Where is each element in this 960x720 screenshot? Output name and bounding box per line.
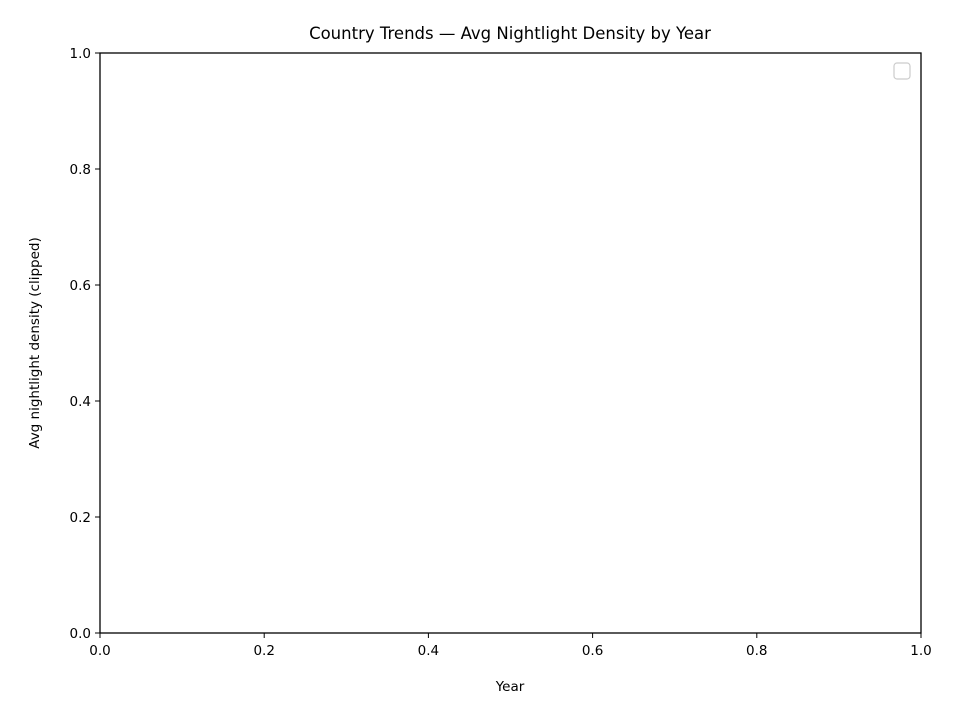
x-axis-ticks: 0.0 0.2 0.4 0.6 0.8 1.0 xyxy=(89,633,932,659)
chart-title: Country Trends — Avg Nightlight Density … xyxy=(309,24,711,43)
legend-box xyxy=(893,62,911,80)
y-tick-label: 0.8 xyxy=(70,162,91,178)
plot-frame xyxy=(99,52,922,634)
x-tick-label: 0.0 xyxy=(89,643,110,659)
y-tick-label: 0.0 xyxy=(70,626,91,642)
y-tick-label: 0.2 xyxy=(70,510,91,526)
x-tick-label: 0.6 xyxy=(582,643,603,659)
x-axis-label: Year xyxy=(495,679,525,695)
y-axis-ticks: 0.0 0.2 0.4 0.6 0.8 1.0 xyxy=(70,46,100,642)
x-tick-label: 0.2 xyxy=(253,643,274,659)
y-tick-label: 0.4 xyxy=(70,394,91,410)
x-tick-label: 0.4 xyxy=(418,643,439,659)
plot-area xyxy=(100,53,921,633)
legend xyxy=(893,62,911,80)
y-tick-label: 1.0 xyxy=(70,46,91,62)
y-axis-label: Avg nightlight density (clipped) xyxy=(27,237,43,449)
x-tick-label: 1.0 xyxy=(910,643,931,659)
x-tick-label: 0.8 xyxy=(746,643,767,659)
y-tick-label: 0.6 xyxy=(70,278,91,294)
